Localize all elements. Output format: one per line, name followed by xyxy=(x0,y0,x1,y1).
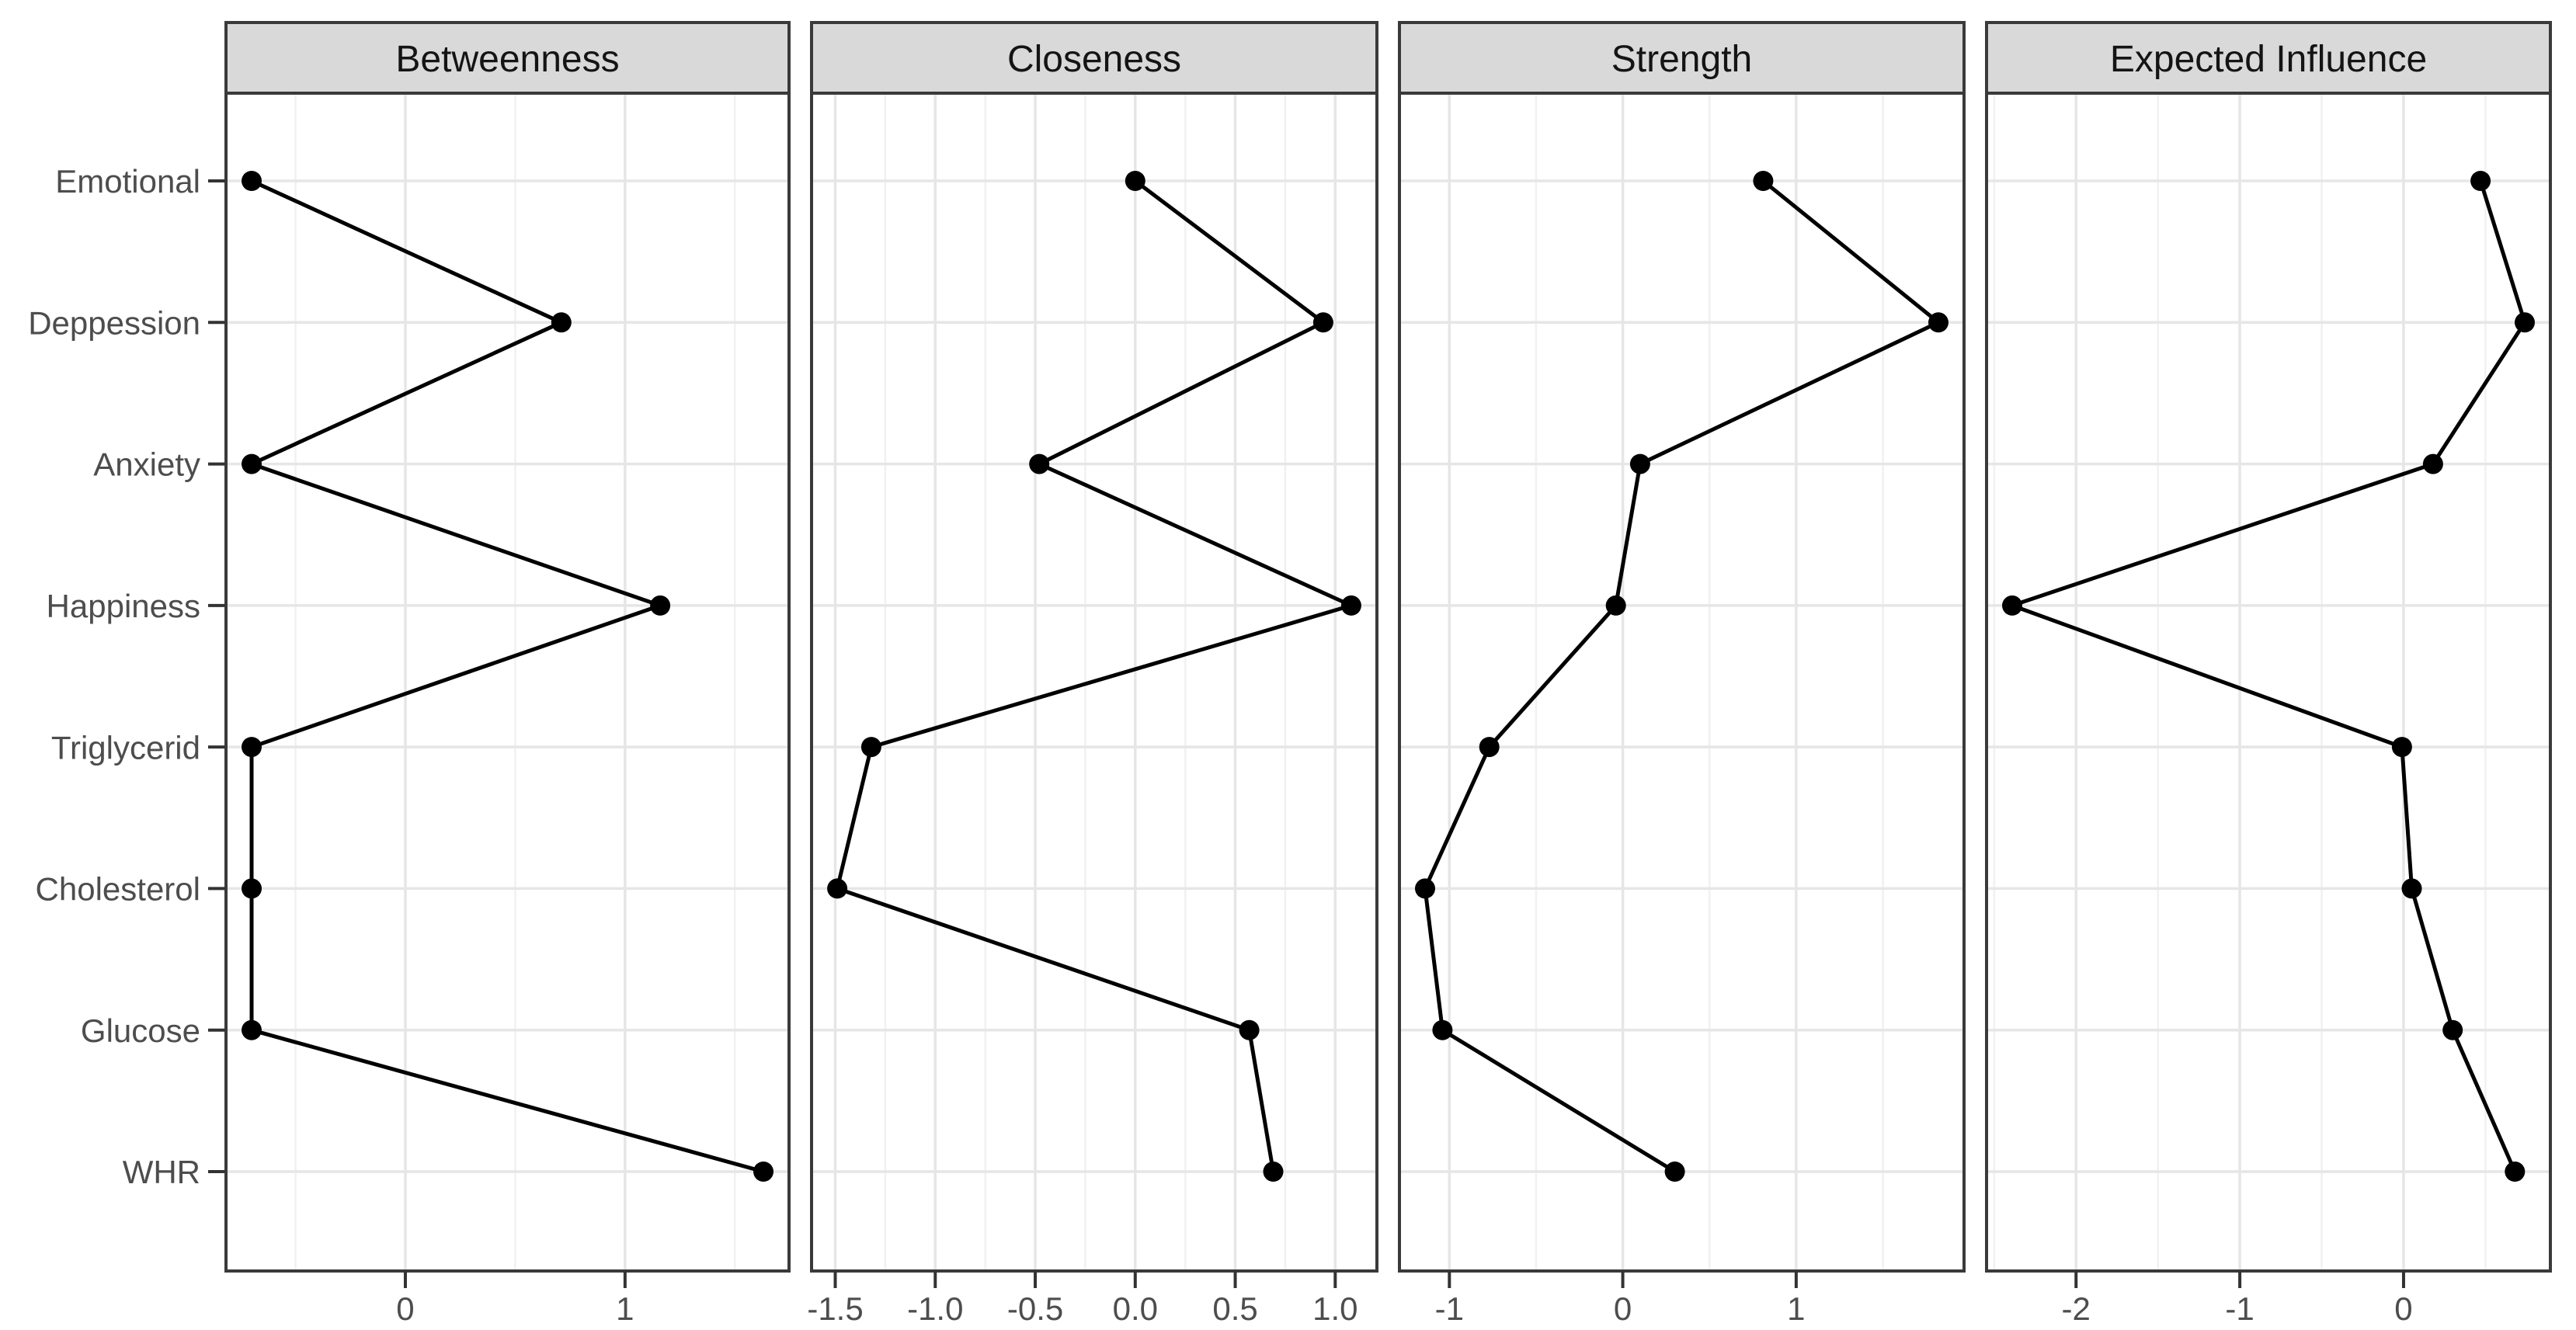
data-point xyxy=(1928,312,1949,333)
data-point xyxy=(2515,312,2535,333)
data-point xyxy=(1479,737,1500,758)
category-label: Anxiety xyxy=(93,446,200,483)
y-axis: Emotional Deppession Anxiety Happiness Trigl… xyxy=(28,163,225,1190)
x-tick-label: 0 xyxy=(1614,1290,1632,1327)
data-point xyxy=(1312,312,1333,333)
data-point xyxy=(2470,171,2491,191)
facet-strip-title: Closeness xyxy=(1007,39,1181,80)
series-line xyxy=(249,179,766,1174)
x-tick-label: 0 xyxy=(2394,1290,2412,1327)
facet-strip xyxy=(1985,21,2552,95)
panel-background xyxy=(1399,93,1964,1271)
facet-strip xyxy=(810,21,1378,95)
data-point xyxy=(1629,453,1650,474)
data-point xyxy=(551,312,572,333)
data-point xyxy=(1029,453,1050,474)
facet-panel-betweenness: Betweenness 0 1 xyxy=(224,21,791,1327)
x-tick-label: -1 xyxy=(2225,1290,2254,1327)
data-point xyxy=(2442,1019,2463,1040)
x-tick-label: 0.0 xyxy=(1113,1290,1158,1327)
data-point xyxy=(242,453,262,474)
data-point xyxy=(1432,1019,1453,1040)
facet-strip xyxy=(224,21,791,95)
facet-panel-closeness: Closeness -1.5 -1.0 -0.5 0.0 0.5 1.0 xyxy=(807,21,1378,1327)
category-label: Happiness xyxy=(47,588,200,624)
data-point xyxy=(2505,1162,2526,1182)
facet-strip-title: Betweenness xyxy=(395,39,619,80)
data-point xyxy=(2422,453,2443,474)
category-label: Deppession xyxy=(28,304,200,341)
data-point xyxy=(1340,595,1361,616)
facet-strip-title: Expected Influence xyxy=(2110,39,2427,80)
x-tick-label: -1 xyxy=(1435,1290,1464,1327)
facet-panel-strength: Strength -1 0 1 xyxy=(1398,21,1966,1327)
x-tick-label: 1.0 xyxy=(1312,1290,1358,1327)
x-tick-label: 0.5 xyxy=(1212,1290,1257,1327)
data-point xyxy=(2401,878,2422,899)
data-point xyxy=(1263,1162,1284,1182)
series-line xyxy=(1423,179,1941,1174)
data-point xyxy=(1664,1162,1685,1182)
data-point xyxy=(1605,595,1626,616)
data-point xyxy=(650,595,671,616)
data-point xyxy=(1125,171,1145,191)
data-point xyxy=(242,878,262,899)
data-point xyxy=(827,878,848,899)
data-point xyxy=(1753,171,1774,191)
data-point xyxy=(1239,1019,1260,1040)
data-point xyxy=(242,737,262,758)
x-tick-label: 0 xyxy=(396,1290,414,1327)
data-point xyxy=(242,171,262,191)
facet-strip xyxy=(1398,21,1966,95)
facet-strip-title: Strength xyxy=(1611,39,1752,80)
category-label: Cholesterol xyxy=(36,871,200,908)
x-tick-label: -2 xyxy=(2062,1290,2091,1327)
data-point xyxy=(242,1019,262,1040)
panel-background xyxy=(226,93,789,1271)
data-point xyxy=(2391,737,2412,758)
facet-panel-expected-influence: Expected Influence -2 -1 0 xyxy=(1985,21,2552,1327)
series-line xyxy=(2010,179,2527,1174)
x-tick-label: -1.0 xyxy=(907,1290,963,1327)
x-tick-label: -0.5 xyxy=(1007,1290,1063,1327)
category-label: Glucose xyxy=(81,1012,200,1049)
category-label: WHR xyxy=(123,1154,200,1190)
data-point xyxy=(1415,878,1435,899)
x-tick-label: -1.5 xyxy=(807,1290,863,1327)
category-label: Emotional xyxy=(55,163,200,200)
category-label: Triglycerid xyxy=(51,729,200,766)
panel-background xyxy=(1987,93,2550,1271)
data-point xyxy=(2002,595,2022,616)
x-tick-label: 1 xyxy=(616,1290,634,1327)
series-line xyxy=(835,179,1354,1174)
data-point xyxy=(860,737,881,758)
data-point xyxy=(753,1162,773,1182)
x-tick-label: 1 xyxy=(1787,1290,1805,1327)
